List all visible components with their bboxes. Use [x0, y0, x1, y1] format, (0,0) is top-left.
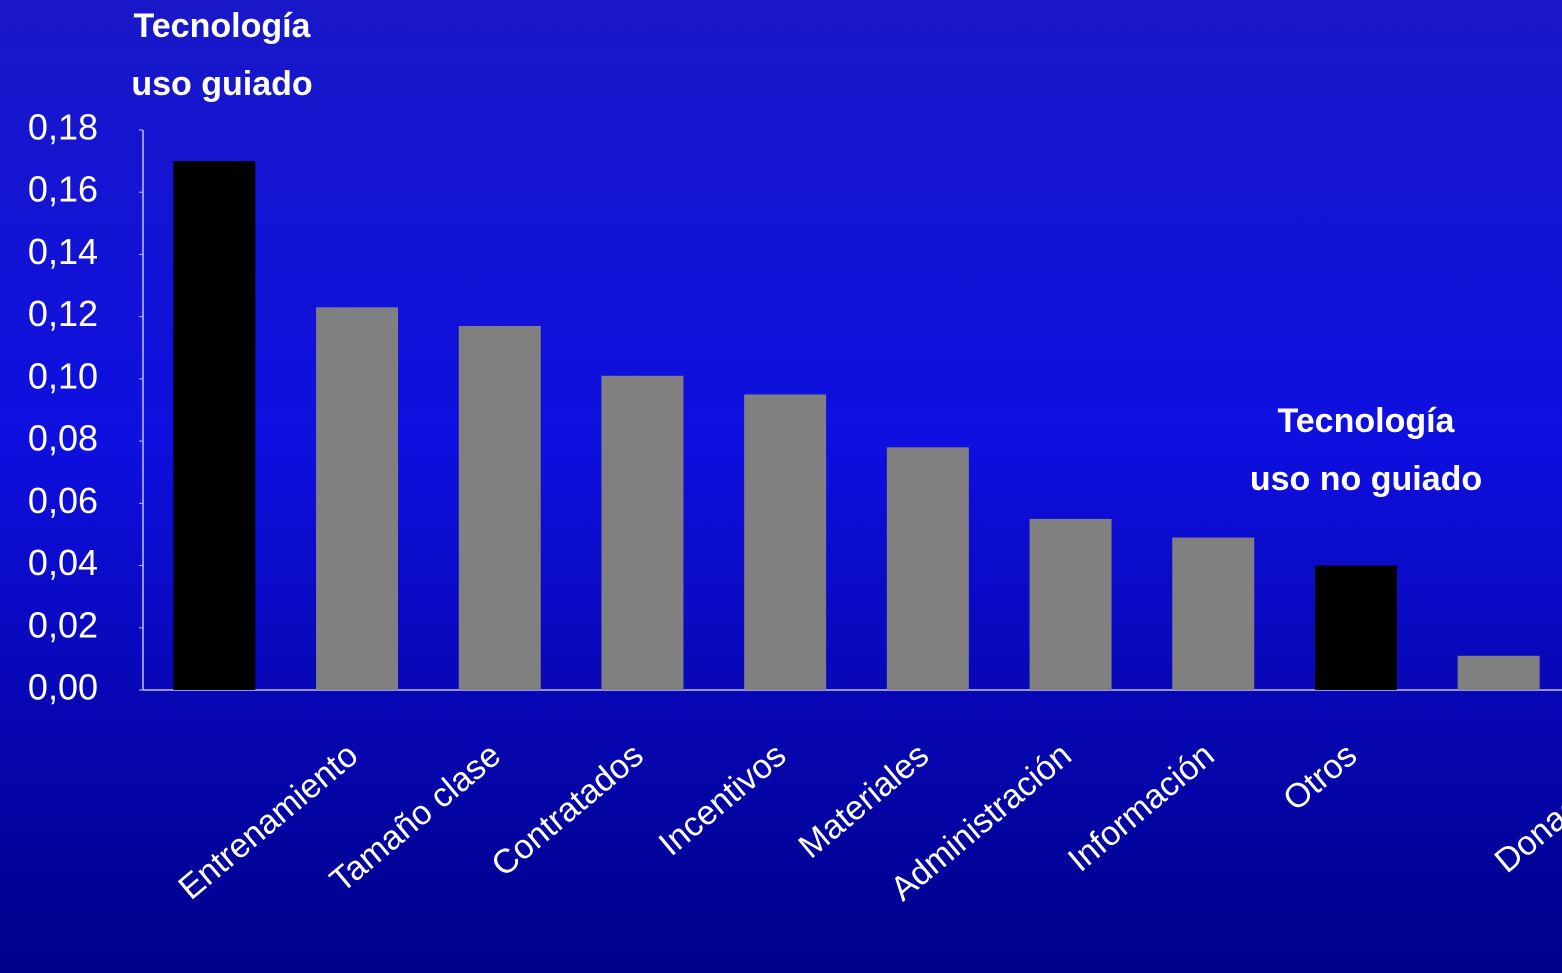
annotation: Tecnología	[134, 7, 312, 45]
bar	[1457, 655, 1540, 690]
bar	[458, 326, 541, 690]
annotation: uso no guiado	[1250, 460, 1482, 498]
bar	[173, 161, 256, 691]
y-tick-label: 0,16	[28, 169, 98, 210]
bar	[601, 375, 684, 690]
bar	[1029, 518, 1112, 690]
y-tick-label: 0,10	[28, 355, 98, 396]
y-tick-label: 0,08	[28, 418, 98, 459]
bar	[744, 394, 827, 690]
y-tick-label: 0,02	[28, 604, 98, 645]
bar	[886, 447, 969, 690]
x-tick-label: Información	[1061, 736, 1222, 879]
bar	[316, 307, 399, 690]
bar	[1314, 565, 1397, 690]
y-tick-label: 0,18	[28, 107, 98, 148]
annotation: uso guiado	[131, 65, 312, 103]
x-tick-label: Contratados	[484, 736, 650, 884]
x-tick-label: Incentivos	[652, 736, 794, 864]
y-tick-label: 0,12	[28, 293, 98, 334]
y-tick-label: 0,04	[28, 542, 98, 583]
y-tick-label: 0,06	[28, 480, 98, 521]
y-tick-label: 0,14	[28, 231, 98, 272]
x-tick-label: Otros	[1276, 736, 1364, 819]
annotation: Tecnología	[1278, 402, 1456, 440]
y-tick-label: 0,00	[28, 667, 98, 708]
x-tick-label: Materiales	[791, 736, 936, 866]
x-tick-label: Donaciones	[1488, 736, 1562, 881]
bar	[1172, 537, 1255, 690]
